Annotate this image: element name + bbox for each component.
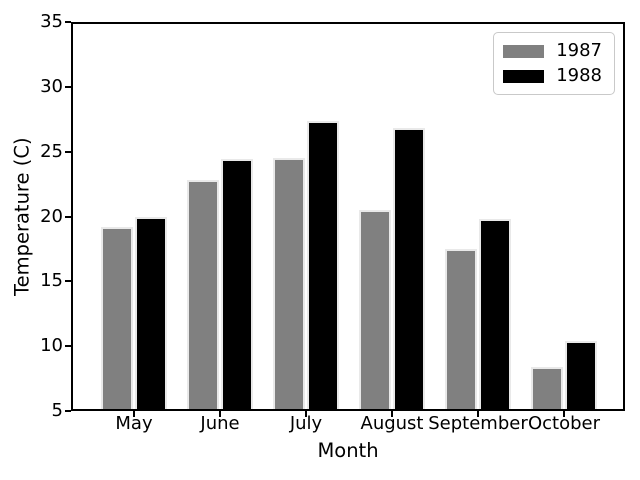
- x-tick-label: October: [527, 413, 601, 434]
- bar-1988-may: [135, 216, 167, 411]
- y-tick-label: 15: [40, 270, 63, 292]
- bar-1987-august: [359, 210, 391, 411]
- y-tick: [65, 85, 71, 88]
- x-axis-label: Month: [317, 439, 379, 462]
- x-tick: [133, 411, 135, 417]
- legend: 1987 1988: [493, 32, 615, 95]
- legend-item: 1987: [503, 41, 602, 61]
- x-tick: [563, 411, 565, 417]
- y-tick-label: 20: [40, 205, 63, 227]
- y-tick-label: 35: [40, 11, 63, 32]
- legend-swatch-series-2: [503, 69, 544, 83]
- x-tick: [391, 411, 393, 417]
- x-tick-label: July: [289, 413, 323, 434]
- legend-item: 1988: [503, 66, 602, 86]
- y-tick: [65, 345, 71, 348]
- y-tick-label: 5: [51, 400, 63, 421]
- bar-1987-may: [101, 226, 133, 411]
- y-tick: [65, 150, 71, 153]
- y-tick-label: 10: [40, 335, 63, 357]
- y-tick-label: 30: [40, 75, 63, 97]
- legend-label-series-1: 1987: [556, 40, 602, 61]
- legend-label-series-2: 1988: [556, 65, 602, 86]
- bar-1988-june: [221, 159, 253, 411]
- y-tick: [65, 215, 71, 218]
- bar-1987-july: [273, 158, 305, 411]
- x-tick-label: May: [115, 413, 153, 434]
- bar-1988-august: [393, 128, 425, 411]
- x-tick: [305, 411, 307, 417]
- y-tick-label: 25: [40, 140, 63, 162]
- legend-swatch-series-1: [503, 44, 544, 58]
- y-tick: [65, 410, 71, 412]
- bar-1987-october: [531, 366, 563, 411]
- x-tick: [219, 411, 221, 417]
- bar-1987-september: [445, 248, 477, 411]
- bar-1988-july: [307, 120, 339, 411]
- y-tick: [65, 280, 71, 283]
- bar-1988-october: [565, 340, 597, 411]
- x-tick-label: June: [200, 413, 240, 434]
- x-tick-label: September: [428, 413, 528, 434]
- x-tick: [477, 411, 479, 417]
- x-tick-label: August: [360, 413, 424, 434]
- bar-1987-june: [187, 180, 219, 411]
- bar-1988-september: [479, 219, 511, 411]
- y-tick: [65, 21, 71, 23]
